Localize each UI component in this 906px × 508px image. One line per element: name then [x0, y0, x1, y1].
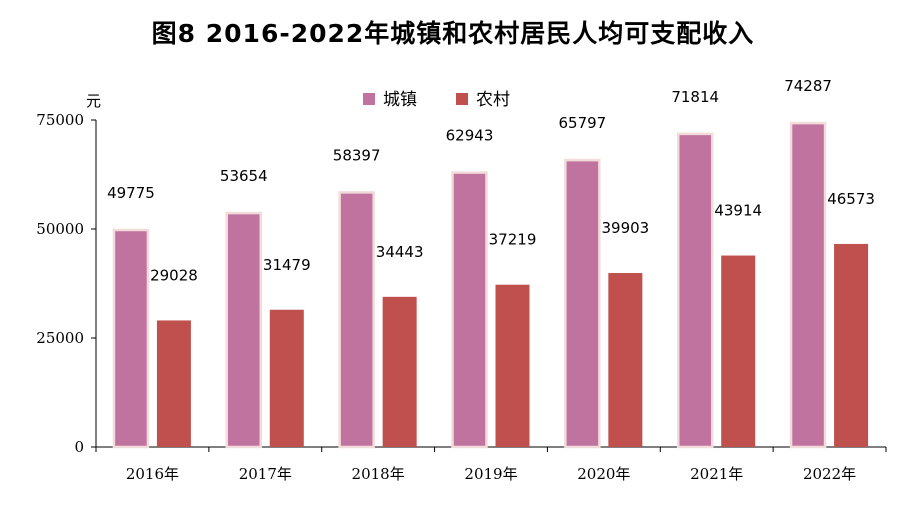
bar-urban — [112, 228, 150, 449]
y-tick-label: 50000 — [36, 220, 84, 238]
data-label-urban: 62943 — [446, 127, 494, 145]
data-label-urban: 65797 — [558, 114, 606, 132]
legend-label: 城镇 — [383, 90, 417, 110]
bar-rural — [495, 284, 530, 447]
data-label-rural: 34443 — [376, 243, 424, 261]
bar-urban — [676, 132, 714, 449]
y-tick-label: 25000 — [36, 329, 84, 347]
chart-title: 图8 2016-2022年城镇和农村居民人均可支配收入 — [151, 19, 755, 48]
data-labels: 49775 29028 53654 31479 58397 34443 62943 37219… — [107, 77, 875, 284]
y-tick-label: 75000 — [36, 111, 84, 129]
bar-urban — [338, 191, 375, 449]
x-tick-label: 2021年 — [690, 465, 743, 483]
bar-rural — [156, 320, 191, 447]
bar-rural — [269, 309, 304, 447]
data-label-urban: 71814 — [671, 88, 719, 106]
bar-rural — [721, 255, 756, 447]
data-label-rural: 39903 — [601, 219, 649, 237]
bar-urban — [564, 158, 601, 449]
x-tick-label: 2018年 — [352, 465, 405, 483]
legend-label: 农村 — [476, 90, 510, 110]
x-tick-label: 2017年 — [239, 465, 292, 483]
legend-swatch — [363, 93, 375, 105]
data-label-urban: 74287 — [784, 77, 832, 95]
data-label-rural: 37219 — [489, 231, 537, 249]
y-axis: 0 25000 50000 75000 — [36, 111, 97, 456]
bars — [112, 121, 869, 449]
x-tick-label: 2016年 — [126, 465, 179, 483]
bar-urban — [789, 121, 827, 449]
data-label-rural: 31479 — [263, 256, 311, 274]
data-label-rural: 29028 — [150, 266, 198, 284]
data-label-urban: 58397 — [333, 146, 381, 164]
y-axis-unit-label: 元 — [86, 92, 101, 110]
bar-urban — [451, 171, 488, 449]
bar-urban — [225, 211, 263, 449]
x-tick-label: 2019年 — [464, 465, 517, 483]
data-label-rural: 46573 — [827, 190, 875, 208]
x-axis: 2016年 2017年 2018年 2019年 2020年 2021年 2022年 — [95, 446, 887, 483]
legend-swatch — [456, 93, 468, 105]
legend: 城镇 农村 — [363, 90, 510, 110]
data-label-urban: 53654 — [220, 167, 268, 185]
bar-rural — [608, 273, 643, 447]
x-tick-label: 2022年 — [803, 465, 856, 483]
x-tick-label: 2020年 — [577, 465, 630, 483]
bar-rural — [382, 296, 417, 447]
data-label-urban: 49775 — [107, 184, 155, 202]
y-tick-label: 0 — [74, 438, 84, 456]
data-label-rural: 43914 — [714, 202, 762, 220]
bar-rural — [834, 243, 869, 447]
